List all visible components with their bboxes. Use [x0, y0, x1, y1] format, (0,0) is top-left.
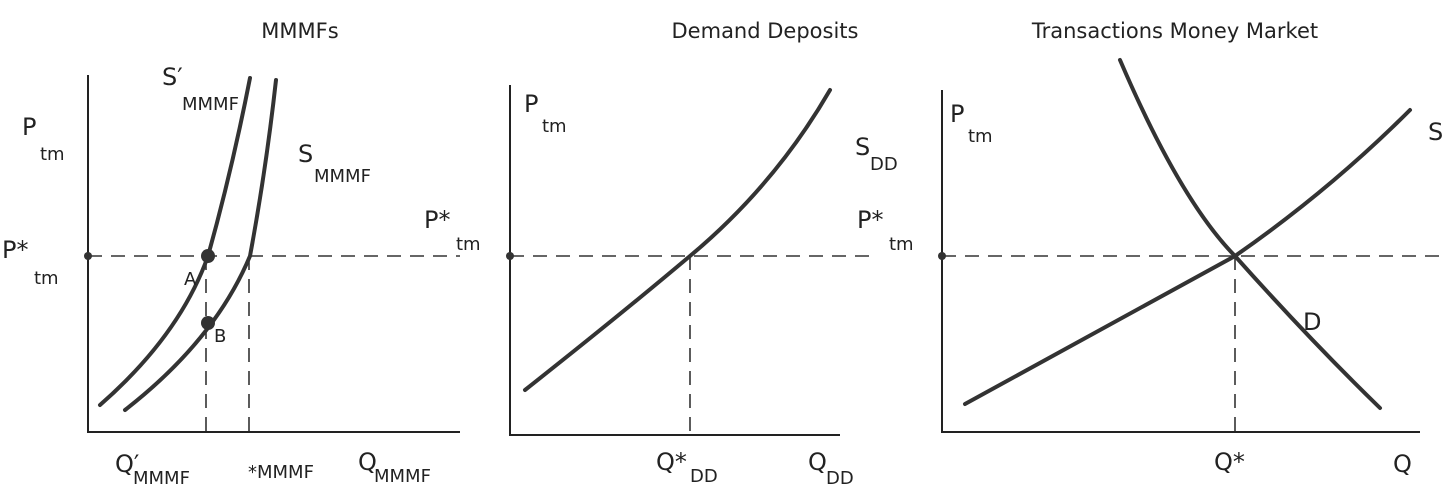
label: Ptm — [950, 100, 993, 147]
label: Q′ MMMF — [115, 450, 190, 489]
label: Ptm — [22, 113, 65, 165]
panel-dd: Demand Deposits Ptm SDD P*tm Q*DD QDD — [424, 19, 898, 489]
label: Q MMMF — [358, 448, 431, 487]
label: S — [1428, 118, 1443, 146]
axes — [941, 90, 1420, 433]
panel-mmmf: MMMFs Ptm S′MMMF SMMMF A B P*tm Q′ MMMF *… — [2, 19, 460, 489]
supply-curve — [123, 78, 278, 412]
point — [506, 252, 514, 260]
label: S′MMMF — [162, 63, 239, 115]
point — [84, 252, 92, 260]
label: P*tm — [424, 206, 481, 255]
label: Q — [1393, 450, 1412, 478]
quantity-lines — [205, 256, 250, 432]
point — [938, 252, 946, 260]
supply-curve — [963, 108, 1412, 406]
axes — [509, 85, 840, 436]
demand-curve — [1118, 58, 1382, 410]
label: Q* — [1214, 448, 1245, 476]
label: *MMMF — [248, 462, 314, 483]
label: SMMMF — [298, 140, 371, 187]
label: Ptm — [524, 90, 567, 137]
label: SDD — [855, 133, 898, 175]
label: QDD — [808, 448, 854, 489]
panel-title: Demand Deposits — [672, 19, 859, 43]
panel-title: Transactions Money Market — [1031, 19, 1318, 43]
label: A — [184, 269, 197, 290]
label: B — [214, 326, 226, 347]
label: P*tm — [857, 206, 914, 255]
label: D — [1303, 308, 1321, 336]
panel-title: MMMFs — [261, 19, 338, 43]
axes — [87, 75, 460, 433]
supply-curve — [523, 88, 832, 392]
point-a — [201, 249, 215, 263]
supply-curve-shifted — [98, 76, 252, 407]
label: Q*DD — [656, 448, 718, 487]
panel-tmm: Transactions Money Market Ptm S P*tm D Q… — [857, 19, 1443, 478]
point-b — [201, 316, 215, 330]
label: P*tm — [2, 236, 59, 289]
